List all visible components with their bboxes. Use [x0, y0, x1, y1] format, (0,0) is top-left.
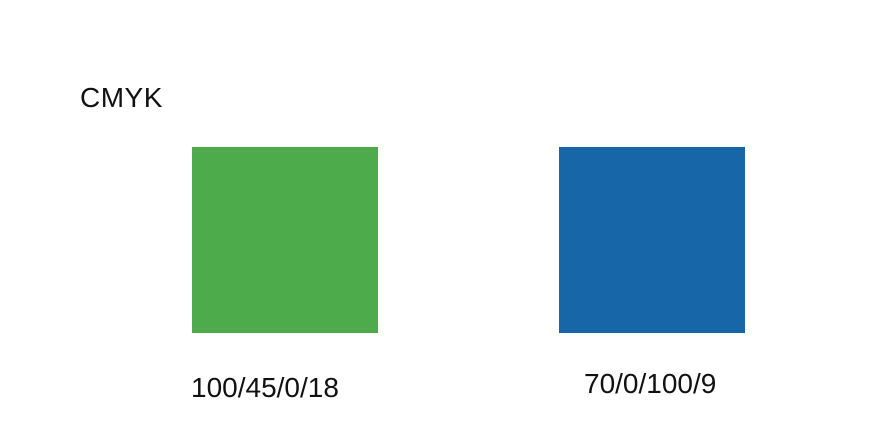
color-swatch-blue: [559, 147, 745, 333]
page-title: CMYK: [80, 82, 163, 113]
swatch-value-label: 100/45/0/18: [191, 372, 339, 403]
swatch-value-label: 70/0/100/9: [584, 368, 717, 399]
color-swatch-green: [192, 147, 378, 333]
